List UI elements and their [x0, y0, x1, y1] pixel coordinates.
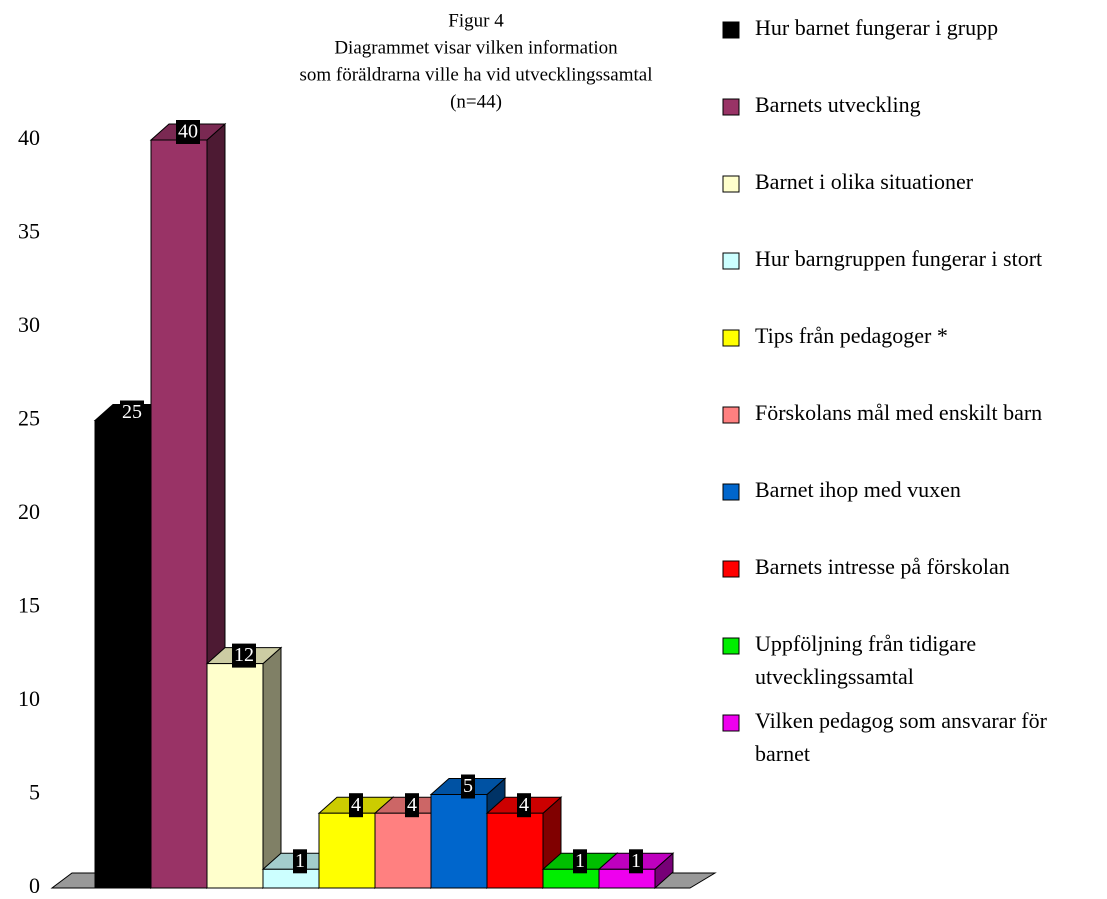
data-label-bg: [517, 793, 531, 818]
y-tick-label: 25: [18, 406, 40, 431]
legend-line: Barnet i olika situationer: [755, 169, 974, 194]
bar: [318, 812, 376, 889]
bar: [94, 420, 152, 889]
chart-title: Diagrammet visar vilken information: [334, 37, 618, 58]
legend-label: Förskolans mål med enskilt barn: [755, 400, 1042, 425]
y-tick-label: 20: [18, 499, 40, 524]
data-label-bg: [293, 849, 307, 874]
data-label-bg: [405, 793, 419, 818]
data-label-text: 1: [295, 850, 305, 872]
legend-line: Hur barngruppen fungerar i stort: [755, 246, 1042, 271]
data-label-text: 4: [519, 794, 529, 816]
data-label: 1: [629, 849, 643, 874]
legend-label: Vilken pedagog som ansvarar för barnet: [755, 708, 1048, 766]
data-label-text: 40: [178, 121, 198, 143]
legend-swatch: [722, 329, 740, 347]
bar: [486, 812, 544, 889]
data-label-text: 4: [351, 794, 361, 816]
legend-swatch: [722, 175, 740, 193]
data-label: 40: [176, 120, 200, 144]
legend-swatch: [722, 252, 740, 270]
data-label-bg: [573, 849, 587, 874]
data-label-bg: [349, 793, 363, 818]
data-label-bg: [176, 120, 200, 144]
data-label-text: 4: [407, 794, 417, 816]
data-label: 4: [349, 793, 363, 818]
data-label: 1: [293, 849, 307, 874]
legend-label: Hur barnet fungerar i grupp: [755, 15, 998, 40]
legend-line: utvecklingssamtal: [755, 664, 914, 689]
data-label-bg: [629, 849, 643, 874]
legend-swatch: [722, 637, 740, 655]
bar: [206, 663, 264, 889]
legend-swatch: [722, 98, 740, 116]
data-label: 12: [232, 643, 256, 668]
data-label-bg: [461, 774, 475, 799]
y-tick-label: 35: [18, 219, 40, 244]
data-label-text: 1: [631, 850, 641, 872]
chart-title: (n=44): [450, 91, 502, 112]
legend-swatch: [722, 560, 740, 578]
data-label: 1: [573, 849, 587, 874]
y-tick-label: 40: [18, 125, 40, 150]
bar: [374, 812, 432, 889]
data-label: 4: [517, 793, 531, 818]
legend-line: Tips från pedagoger *: [755, 323, 948, 348]
data-label-bg: [120, 400, 144, 425]
legend-label: Uppföljning från tidigare utvecklingssamt…: [755, 631, 976, 689]
data-label-text: 12: [234, 644, 254, 666]
y-tick-label: 30: [18, 312, 40, 337]
data-label: 4: [405, 793, 419, 818]
legend-line: Barnet ihop med vuxen: [755, 477, 961, 502]
y-tick-label: 10: [18, 686, 40, 711]
chart-title: Figur 4: [448, 10, 504, 31]
y-tick-label: 15: [18, 593, 40, 618]
y-tick-label: 0: [29, 873, 40, 898]
legend-label: Barnets intresse på förskolan: [755, 554, 1010, 579]
bar: [542, 868, 600, 889]
data-label: 5: [461, 774, 475, 799]
legend-line: Vilken pedagog som ansvarar för: [755, 708, 1048, 733]
legend-line: barnet: [755, 741, 810, 766]
legend-label: Barnets utveckling: [755, 92, 921, 117]
legend-line: Hur barnet fungerar i grupp: [755, 15, 998, 40]
bar: [598, 868, 656, 889]
y-tick-label: 5: [29, 780, 40, 805]
legend-swatch: [722, 714, 740, 732]
data-label: 25: [120, 400, 144, 425]
bar: [150, 139, 208, 889]
legend-swatch: [722, 483, 740, 501]
legend-label: Tips från pedagoger *: [755, 323, 948, 348]
bar-side: [262, 646, 282, 890]
legend-swatch: [722, 406, 740, 424]
legend-label: Barnet i olika situationer: [755, 169, 974, 194]
data-label-bg: [232, 643, 256, 668]
legend-label: Barnet ihop med vuxen: [755, 477, 961, 502]
legend-swatch: [722, 21, 740, 39]
data-label-text: 1: [575, 850, 585, 872]
legend-line: Uppföljning från tidigare: [755, 631, 976, 656]
legend-line: Barnets intresse på förskolan: [755, 554, 1010, 579]
chart-title: som föräldrarna ville ha vid utvecklings…: [300, 64, 653, 85]
bar: [262, 868, 320, 889]
data-label-text: 5: [463, 775, 473, 797]
legend-line: Barnets utveckling: [755, 92, 921, 117]
legend-line: Förskolans mål med enskilt barn: [755, 400, 1042, 425]
data-label-text: 25: [122, 401, 142, 423]
legend-label: Hur barngruppen fungerar i stort: [755, 246, 1042, 271]
bar: [430, 794, 488, 889]
